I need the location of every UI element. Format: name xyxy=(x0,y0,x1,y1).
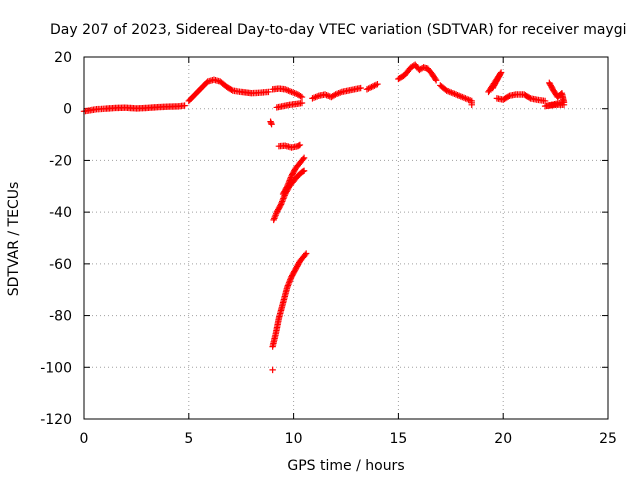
series-flat-9.2-10.5 xyxy=(273,99,306,111)
data-point xyxy=(432,75,439,83)
data-points xyxy=(80,61,568,374)
data-point xyxy=(300,167,308,174)
data-point xyxy=(312,93,319,101)
chart-title: Day 207 of 2023, Sidereal Day-to-day VTE… xyxy=(50,22,627,38)
data-point xyxy=(468,101,475,109)
x-axis-label: GPS time / hours xyxy=(287,458,404,474)
series-deep-9.0-10.6 xyxy=(269,250,310,350)
series-outlier xyxy=(269,366,276,374)
data-point xyxy=(330,92,338,99)
x-tick-label: 20 xyxy=(494,431,512,447)
data-point xyxy=(295,142,303,149)
data-point xyxy=(372,81,380,89)
data-point xyxy=(265,88,272,96)
series-hump-4.8-8.8 xyxy=(185,76,272,105)
data-point xyxy=(269,366,276,374)
plot-frame xyxy=(83,56,609,420)
series-baseline-0-4.8 xyxy=(80,102,188,115)
series-peak-14.8-17 xyxy=(395,61,440,84)
series-tail-22-23 xyxy=(541,79,568,110)
data-point xyxy=(300,154,308,162)
data-point xyxy=(560,101,568,109)
grid-lines xyxy=(84,57,608,419)
data-point xyxy=(268,121,275,128)
y-tick-label: 0 xyxy=(63,102,72,118)
y-tick-label: -20 xyxy=(49,153,72,169)
series-scattered-13-14 xyxy=(363,80,381,93)
data-point xyxy=(485,88,492,96)
series-segment-10.8-13.2 xyxy=(309,84,364,102)
data-point xyxy=(277,202,284,209)
data-point xyxy=(365,85,372,92)
y-tick-label: -60 xyxy=(49,257,72,273)
y-tick-label: -120 xyxy=(40,412,72,428)
data-point xyxy=(363,86,371,93)
y-tick-label: -100 xyxy=(40,360,72,376)
x-tick-label: 0 xyxy=(80,431,89,447)
series-decline-17-19 xyxy=(437,82,475,109)
x-tick-label: 15 xyxy=(389,431,407,447)
series-short-9.3-10.3 xyxy=(275,141,304,151)
data-point xyxy=(432,77,440,84)
data-point xyxy=(369,83,377,90)
data-point xyxy=(283,184,290,191)
series-tail-19.7-22 xyxy=(493,91,549,105)
data-point xyxy=(525,94,533,101)
series-drop-9.5-10.6 xyxy=(279,154,308,198)
data-point xyxy=(297,93,304,100)
data-point xyxy=(371,82,378,89)
data-point xyxy=(298,93,306,101)
data-point xyxy=(299,168,307,175)
y-tick-label: -40 xyxy=(49,205,72,221)
series-rise-19.5-20 xyxy=(485,69,505,96)
x-tick-label: 10 xyxy=(285,431,303,447)
data-point xyxy=(366,84,374,92)
data-point xyxy=(301,251,309,259)
data-point xyxy=(298,99,306,107)
axes: 0 5 10 15 20 25 20 0 -20 -40 -60 -80 -100 -120 xyxy=(40,50,617,447)
data-point xyxy=(374,80,381,88)
data-point xyxy=(181,102,188,109)
data-point xyxy=(299,155,307,163)
y-tick-label: 20 xyxy=(54,50,72,66)
x-tick-label: 25 xyxy=(599,431,617,447)
data-point xyxy=(228,86,235,94)
series-arc-8.9-10.4 xyxy=(269,85,306,101)
data-point xyxy=(357,84,364,92)
data-point xyxy=(505,93,512,100)
x-tick-label: 5 xyxy=(184,431,193,447)
data-point xyxy=(296,141,304,149)
series-isolated-8.9 xyxy=(267,118,275,128)
data-point xyxy=(368,83,375,91)
data-point xyxy=(486,87,493,94)
data-point xyxy=(302,250,310,257)
y-tick-label: -80 xyxy=(49,309,72,325)
y-axis-label: SDTVAR / TECUs xyxy=(6,182,22,297)
